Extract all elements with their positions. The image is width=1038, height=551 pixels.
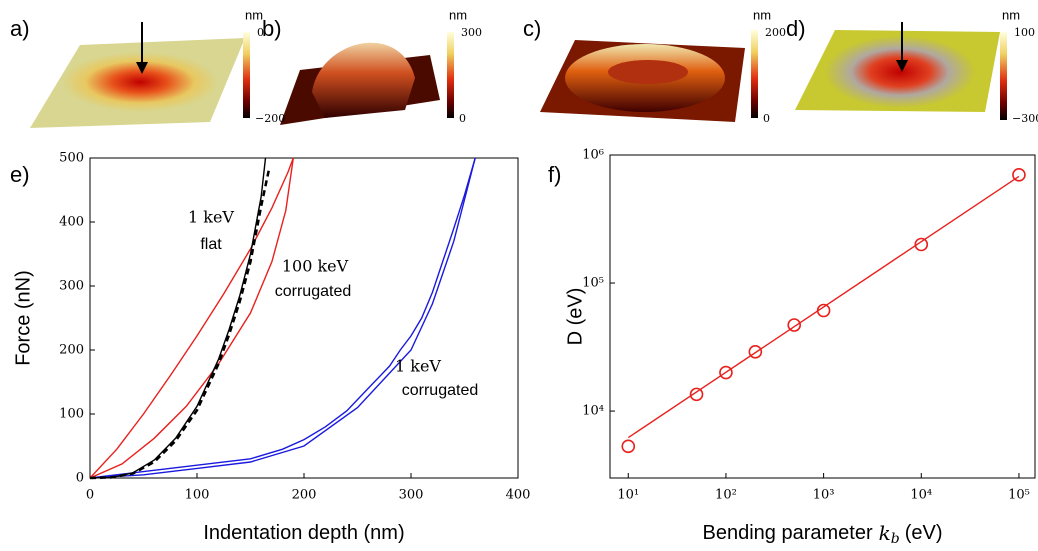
data-line <box>89 170 270 480</box>
data-point <box>621 439 636 454</box>
y-tick-label: 500 <box>59 151 84 166</box>
colorbars <box>243 30 1007 120</box>
plot-frame <box>89 157 519 479</box>
data-line <box>89 157 267 479</box>
x-tick-label: 10¹ <box>617 488 639 503</box>
x-axis-label-symbol: k <box>879 521 891 545</box>
x-tick-label: 10³ <box>813 488 835 503</box>
annotation: 1 keV <box>188 208 234 227</box>
panel-label: e) <box>10 162 30 187</box>
data-point <box>719 365 733 380</box>
annotation: corrugated <box>402 382 479 399</box>
panel-label: c) <box>523 16 541 41</box>
y-tick-label: 200 <box>59 343 84 358</box>
colorbar-label: 100 <box>1014 26 1035 39</box>
data-point <box>689 387 704 402</box>
data-line <box>89 157 294 479</box>
x-tick-label: 300 <box>399 488 424 503</box>
panel-label: b) <box>262 16 282 41</box>
colorbar-label: −200 <box>255 112 285 125</box>
data-point <box>787 318 802 332</box>
annotation: 1 keV <box>395 357 441 376</box>
colorbar-label: 0 <box>763 112 770 125</box>
afm-image-c <box>540 40 745 122</box>
colorbar-unit: nm <box>449 7 467 22</box>
data-point <box>1012 168 1026 182</box>
x-tick-label: 200 <box>292 488 317 503</box>
afm-image-b <box>280 42 440 125</box>
colorbar-unit: nm <box>1002 7 1020 22</box>
x-axis-label-text: Bending parameter <box>703 522 873 544</box>
data-line <box>627 175 1020 439</box>
colorbar-label: 0 <box>459 112 466 125</box>
colorbar-label: 0 <box>257 26 264 39</box>
x-tick-label: 10⁴ <box>910 488 932 503</box>
data-point <box>914 237 929 252</box>
y-tick-label: 10⁶ <box>582 148 604 163</box>
x-tick-label: 400 <box>506 488 531 503</box>
colorbar-label: 200 <box>765 26 786 39</box>
y-tick-label: 0 <box>76 471 84 486</box>
panel-label: f) <box>548 162 561 187</box>
afm-image-d <box>795 22 1000 112</box>
annotation: flat <box>200 236 222 253</box>
x-axis-label: Indentation depth (nm) <box>203 522 404 544</box>
panel-label: d) <box>786 16 806 41</box>
y-axis-label: D (eV) <box>564 288 586 346</box>
panel-label: a) <box>10 16 30 41</box>
y-tick-label: 400 <box>59 215 84 230</box>
data-point <box>748 345 763 359</box>
annotation: 100 keV <box>282 257 349 276</box>
x-tick-label: 100 <box>185 488 210 503</box>
x-tick-label: 0 <box>86 488 94 503</box>
data-line <box>89 157 476 479</box>
colorbar-unit: nm <box>753 7 771 22</box>
data-line <box>89 157 476 479</box>
x-tick-label: 10⁵ <box>1008 488 1030 503</box>
data-line <box>89 157 294 479</box>
x-axis-label-text: Indentation depth (nm) <box>203 522 404 544</box>
afm-image-a <box>30 22 245 128</box>
colorbar-label: −300 <box>1012 112 1038 125</box>
colorbar-unit: nm <box>245 7 263 22</box>
y-tick-label: 300 <box>59 279 84 294</box>
x-axis-label-subscript: b <box>891 531 900 547</box>
y-tick-label: 10⁴ <box>582 404 604 419</box>
y-tick-label: 100 <box>59 407 84 422</box>
plot-frame <box>609 154 1036 479</box>
x-tick-label: 10² <box>715 488 737 503</box>
y-tick-label: 10⁵ <box>582 276 604 291</box>
x-axis-label-unit: (eV) <box>905 522 943 544</box>
x-axis-label: Bending parameter kb (eV) <box>703 521 943 548</box>
y-axis-label: Force (nN) <box>12 270 34 366</box>
colorbar-label: 300 <box>461 26 482 39</box>
annotation: corrugated <box>275 283 352 300</box>
